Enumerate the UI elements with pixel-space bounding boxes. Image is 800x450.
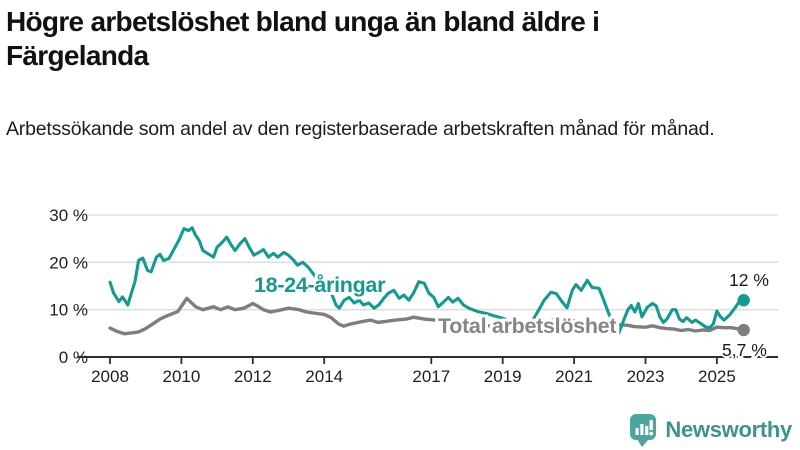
newsworthy-logo-icon xyxy=(630,414,657,447)
y-tick-label: 20 % xyxy=(49,253,88,272)
y-tick-label: 30 % xyxy=(49,206,88,225)
y-tick-label: 10 % xyxy=(49,301,88,320)
x-tick-label: 2008 xyxy=(91,367,129,386)
chart-title: Högre arbetslöshet bland unga än bland ä… xyxy=(6,6,600,71)
series-end-dot xyxy=(737,294,750,307)
newsworthy-logo: Newsworthy xyxy=(628,412,792,448)
chart-subtitle: Arbetssökande som andel av den registerb… xyxy=(6,118,715,140)
x-tick-label: 2012 xyxy=(234,367,272,386)
series-label: Total arbetslöshet xyxy=(438,314,616,338)
newsworthy-wordmark: Newsworthy xyxy=(665,417,792,442)
x-tick-label: 2021 xyxy=(555,367,593,386)
x-tick-label: 2010 xyxy=(162,367,200,386)
x-tick-label: 2014 xyxy=(305,367,343,386)
x-tick-label: 2023 xyxy=(627,367,665,386)
y-tick-label: 0 % xyxy=(59,348,88,367)
x-tick-label: 2017 xyxy=(412,367,450,386)
series-end-value-label: 5,7 % xyxy=(722,340,767,360)
series-end-dot xyxy=(737,323,750,337)
series-label: 18-24-åringar xyxy=(254,273,386,297)
series-end-value-label: 12 % xyxy=(729,270,769,290)
series-line-total xyxy=(108,296,746,336)
series-line-18-24 xyxy=(108,226,746,336)
x-tick-label: 2019 xyxy=(484,367,522,386)
x-tick-label: 2025 xyxy=(698,367,736,386)
